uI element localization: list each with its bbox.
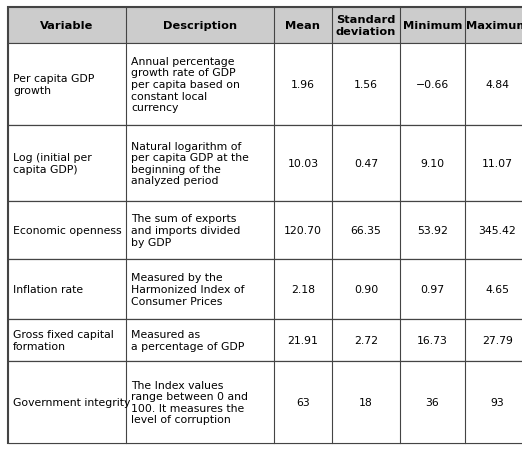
- Text: 0.90: 0.90: [354, 285, 378, 295]
- Text: Description: Description: [163, 21, 237, 31]
- Text: 2.72: 2.72: [354, 335, 378, 345]
- Text: Gross fixed capital
formation: Gross fixed capital formation: [13, 330, 114, 351]
- Text: Standard
deviation: Standard deviation: [336, 15, 396, 37]
- Text: 53.92: 53.92: [417, 226, 448, 235]
- Text: Measured as
a percentage of GDP: Measured as a percentage of GDP: [131, 330, 244, 351]
- Text: 120.70: 120.70: [284, 226, 322, 235]
- Text: Measured by the
Harmonized Index of
Consumer Prices: Measured by the Harmonized Index of Cons…: [131, 273, 244, 306]
- Text: 4.65: 4.65: [485, 285, 509, 295]
- Text: 36: 36: [425, 397, 440, 407]
- Text: 27.79: 27.79: [482, 335, 513, 345]
- Text: The Index values
range between 0 and
100. It measures the
level of corruption: The Index values range between 0 and 100…: [131, 380, 248, 424]
- Bar: [8, 319, 522, 361]
- Bar: [8, 126, 522, 202]
- Text: 16.73: 16.73: [417, 335, 448, 345]
- Text: 9.10: 9.10: [420, 159, 445, 169]
- Text: Annual percentage
growth rate of GDP
per capita based on
constant local
currency: Annual percentage growth rate of GDP per…: [131, 57, 240, 113]
- Text: 10.03: 10.03: [288, 159, 318, 169]
- Text: Mean: Mean: [286, 21, 321, 31]
- Text: Per capita GDP
growth: Per capita GDP growth: [13, 74, 94, 96]
- Bar: [8, 202, 522, 259]
- Bar: [8, 361, 522, 443]
- Text: 0.47: 0.47: [354, 159, 378, 169]
- Bar: [8, 44, 522, 126]
- Text: 18: 18: [359, 397, 373, 407]
- Bar: [8, 259, 522, 319]
- Text: −0.66: −0.66: [416, 80, 449, 90]
- Text: The sum of exports
and imports divided
by GDP: The sum of exports and imports divided b…: [131, 214, 240, 247]
- Text: 0.97: 0.97: [420, 285, 445, 295]
- Text: Log (initial per
capita GDP): Log (initial per capita GDP): [13, 153, 92, 175]
- Text: 11.07: 11.07: [482, 159, 513, 169]
- Text: 21.91: 21.91: [288, 335, 318, 345]
- Text: Government integrity: Government integrity: [13, 397, 130, 407]
- Text: 1.56: 1.56: [354, 80, 378, 90]
- Text: 2.18: 2.18: [291, 285, 315, 295]
- Text: 4.84: 4.84: [485, 80, 509, 90]
- Text: Variable: Variable: [40, 21, 93, 31]
- Text: 1.96: 1.96: [291, 80, 315, 90]
- Text: 63: 63: [296, 397, 310, 407]
- Bar: [8, 8, 522, 44]
- Text: Minimum: Minimum: [403, 21, 462, 31]
- Text: 345.42: 345.42: [479, 226, 516, 235]
- Text: 66.35: 66.35: [351, 226, 382, 235]
- Text: Natural logarithm of
per capita GDP at the
beginning of the
analyzed period: Natural logarithm of per capita GDP at t…: [131, 141, 249, 186]
- Text: Maximum: Maximum: [466, 21, 522, 31]
- Text: 93: 93: [491, 397, 504, 407]
- Text: Economic openness: Economic openness: [13, 226, 122, 235]
- Text: Inflation rate: Inflation rate: [13, 285, 83, 295]
